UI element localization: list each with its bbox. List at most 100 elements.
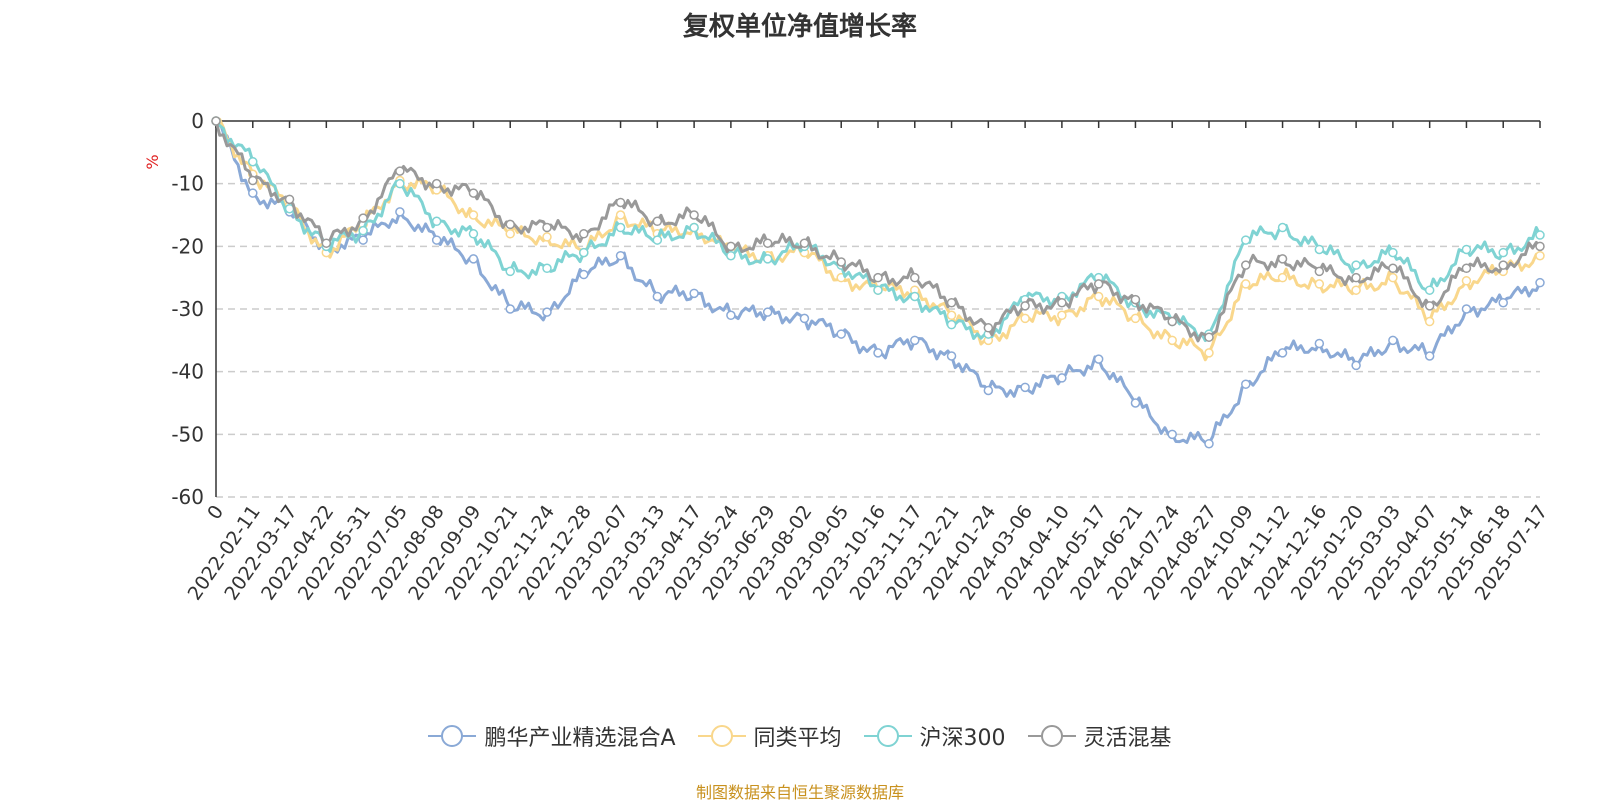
y-tick-label: -30 [171, 297, 204, 321]
data-point [1351, 260, 1361, 270]
data-point [505, 304, 515, 314]
data-point [1020, 313, 1030, 324]
legend-label: 同类平均 [753, 726, 842, 751]
data-point [1204, 332, 1214, 342]
data-point [1424, 316, 1435, 327]
data-point [1204, 438, 1214, 449]
data-point [1314, 266, 1325, 277]
data-point [1057, 373, 1067, 383]
data-point [615, 210, 626, 220]
data-point [689, 288, 699, 299]
data-point [652, 291, 663, 302]
data-point [1461, 263, 1472, 274]
data-point [873, 272, 883, 283]
data-point [1093, 291, 1104, 302]
data-point [1020, 382, 1030, 393]
data-point [1424, 285, 1435, 295]
data-point [395, 178, 405, 189]
data-point [1130, 398, 1141, 408]
data-point [615, 197, 626, 208]
y-tick-label: -60 [171, 485, 204, 509]
data-point [983, 385, 994, 396]
data-point [1130, 294, 1141, 305]
data-point [1535, 277, 1545, 288]
data-point [1277, 222, 1288, 233]
data-point [1277, 348, 1288, 358]
data-point [1388, 335, 1398, 346]
legend-line-circle-icon [863, 725, 912, 747]
data-point [1388, 263, 1398, 274]
data-point [1351, 360, 1361, 371]
data-point [431, 216, 442, 227]
data-point [946, 319, 957, 330]
data-point [799, 313, 810, 324]
data-point [248, 156, 258, 167]
data-point [505, 219, 515, 230]
data-point [1535, 250, 1545, 261]
data-point [1424, 301, 1435, 311]
data-point [248, 188, 258, 198]
data-point [873, 285, 883, 295]
data-point [910, 335, 920, 346]
data-point [542, 263, 552, 274]
data-point [321, 238, 332, 248]
data-point [1535, 241, 1545, 252]
data-point [431, 178, 442, 189]
data-point [689, 222, 699, 233]
data-point [395, 207, 405, 217]
data-point [762, 254, 773, 264]
data-point [1351, 285, 1361, 295]
data-point [542, 232, 552, 242]
data-point [468, 229, 479, 239]
data-point [1167, 316, 1177, 327]
data-point [652, 216, 663, 227]
y-tick-label: -40 [171, 360, 204, 384]
data-point [1241, 235, 1251, 245]
data-point [946, 310, 957, 321]
data-point [615, 250, 626, 261]
data-point [358, 213, 368, 223]
data-point [873, 348, 883, 358]
data-point [910, 291, 920, 302]
legend-label: 灵活混基 [1083, 726, 1172, 751]
y-tick-label: -20 [171, 234, 204, 258]
data-point [542, 307, 552, 317]
legend-item[interactable]: 沪深300 [863, 720, 1006, 752]
data-point [1461, 304, 1472, 314]
data-point [1314, 279, 1325, 289]
data-point [1241, 260, 1251, 270]
data-source-note: 制图数据来自恒生聚源数据库 [695, 783, 904, 802]
legend-line-circle-icon [697, 725, 746, 747]
data-point [836, 257, 846, 267]
data-point [799, 238, 810, 248]
data-point [946, 297, 957, 308]
data-point [284, 194, 295, 205]
y-tick-label: -10 [171, 172, 204, 196]
legend-item[interactable]: 同类平均 [697, 720, 842, 752]
legend-item[interactable]: 鹏华产业精选混合A [428, 720, 676, 752]
data-point [358, 235, 368, 245]
data-point [505, 266, 515, 277]
data-point [211, 116, 221, 126]
data-point [1277, 272, 1288, 283]
legend-item[interactable]: 灵活混基 [1027, 720, 1172, 752]
data-point [910, 272, 920, 283]
data-point [1388, 272, 1398, 283]
data-point [431, 235, 442, 245]
data-point [762, 307, 773, 317]
y-axis-unit-label: % [143, 154, 162, 169]
data-point [1314, 338, 1325, 349]
data-point [395, 166, 405, 176]
data-point [248, 175, 258, 186]
data-point [1535, 230, 1545, 240]
data-point [1314, 244, 1325, 255]
data-point [1130, 313, 1141, 324]
data-point [1461, 276, 1472, 286]
data-point [505, 229, 515, 239]
legend-label: 沪深300 [919, 726, 1006, 751]
series-line [215, 117, 1541, 362]
chart-legend: 鹏华产业精选混合A 同类平均 沪深300 灵活混基 [0, 720, 1600, 752]
data-point [726, 241, 736, 252]
data-point [1093, 279, 1104, 289]
